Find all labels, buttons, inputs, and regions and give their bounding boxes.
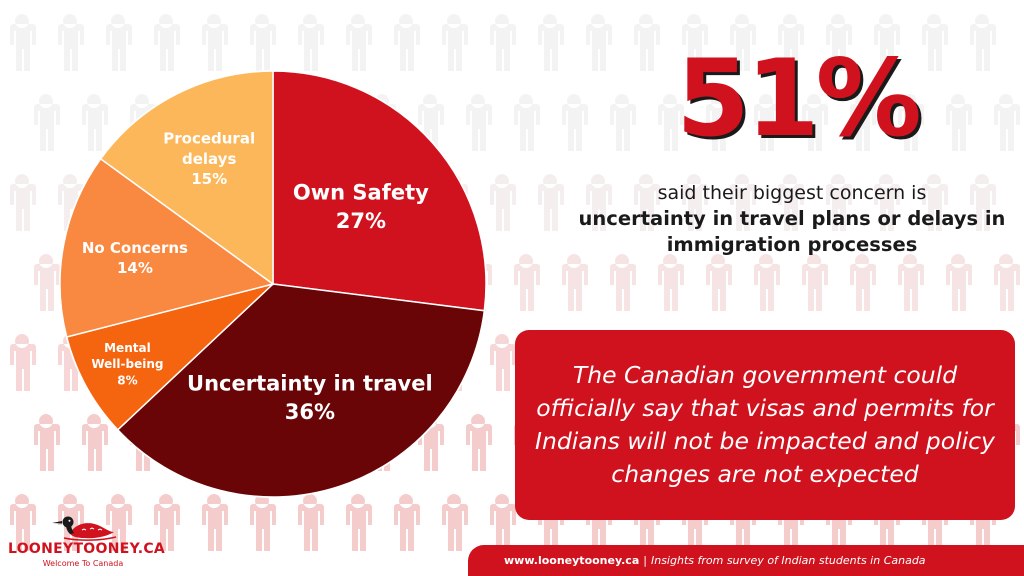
person-silhouette-icon <box>730 14 756 71</box>
person-silhouette-icon <box>490 174 516 231</box>
person-silhouette-icon <box>394 494 420 551</box>
person-silhouette-icon <box>874 14 900 71</box>
person-silhouette-icon <box>82 94 108 151</box>
person-silhouette-icon <box>682 14 708 71</box>
loon-bird-icon <box>52 516 117 541</box>
person-silhouette-icon <box>514 254 540 311</box>
person-silhouette-icon <box>922 174 948 231</box>
quote-box: The Canadian government could officially… <box>515 330 1015 520</box>
person-silhouette-icon <box>298 14 324 71</box>
person-silhouette-icon <box>10 174 36 231</box>
person-silhouette-icon <box>202 494 228 551</box>
person-silhouette-icon <box>802 94 828 151</box>
person-silhouette-icon <box>10 334 36 391</box>
person-silhouette-icon <box>106 14 132 71</box>
person-silhouette-icon <box>946 94 972 151</box>
person-silhouette-icon <box>898 94 924 151</box>
footer-description: Insights from survey of Indian students … <box>650 554 926 567</box>
pie-label-mental-well-being: Mental Well-being 8% <box>91 341 163 387</box>
person-silhouette-icon <box>658 254 684 311</box>
footer-separator: | <box>643 554 647 567</box>
brand-logo[interactable]: LOONEYTOONEY.CA Welcome To Canada <box>8 508 166 572</box>
person-silhouette-icon <box>562 254 588 311</box>
person-silhouette-icon <box>586 174 612 231</box>
person-silhouette-icon <box>394 14 420 71</box>
headline-caption-line2: uncertainty in travel plans or delays in… <box>578 207 1006 256</box>
person-silhouette-icon <box>634 174 660 231</box>
person-silhouette-icon <box>586 14 612 71</box>
person-silhouette-icon <box>706 254 732 311</box>
person-silhouette-icon <box>826 14 852 71</box>
person-silhouette-icon <box>682 174 708 231</box>
person-silhouette-icon <box>658 94 684 151</box>
person-silhouette-icon <box>154 494 180 551</box>
person-silhouette-icon <box>10 14 36 71</box>
person-silhouette-icon <box>706 94 732 151</box>
pie-label-no-concerns: No Concerns 14% <box>82 239 188 277</box>
person-silhouette-icon <box>34 254 60 311</box>
person-silhouette-icon <box>538 14 564 71</box>
person-silhouette-icon <box>442 494 468 551</box>
person-silhouette-icon <box>346 14 372 71</box>
person-silhouette-icon <box>922 14 948 71</box>
person-silhouette-icon <box>994 254 1020 311</box>
person-silhouette-icon <box>778 14 804 71</box>
pie-label-uncertainty-in-travel: Uncertainty in travel 36% <box>187 372 433 424</box>
person-silhouette-icon <box>610 94 636 151</box>
person-silhouette-icon <box>994 94 1020 151</box>
person-silhouette-icon <box>202 14 228 71</box>
headline-caption: said their biggest concern is uncertaint… <box>572 182 1012 258</box>
person-silhouette-icon <box>874 174 900 231</box>
person-silhouette-icon <box>466 414 492 471</box>
person-silhouette-icon <box>850 254 876 311</box>
person-silhouette-icon <box>82 414 108 471</box>
person-silhouette-icon <box>634 14 660 71</box>
person-silhouette-icon <box>754 94 780 151</box>
person-silhouette-icon <box>850 94 876 151</box>
pie-label-procedural-delays: Procedural delays 15% <box>163 130 255 189</box>
brand-name: LOONEYTOONEY.CA <box>8 541 166 557</box>
person-silhouette-icon <box>898 254 924 311</box>
person-silhouette-icon <box>490 334 516 391</box>
person-silhouette-icon <box>154 14 180 71</box>
person-silhouette-icon <box>490 14 516 71</box>
pie-slice-mental-well-being <box>65 283 274 431</box>
person-silhouette-icon <box>826 174 852 231</box>
pie-slice-own-safety <box>272 70 487 312</box>
person-silhouette-icon <box>778 174 804 231</box>
person-silhouette-icon <box>442 14 468 71</box>
person-silhouette-icon <box>946 254 972 311</box>
person-silhouette-icon <box>298 494 324 551</box>
brand-tagline: Welcome To Canada <box>42 559 124 568</box>
person-silhouette-icon <box>514 94 540 151</box>
person-silhouette-icon <box>730 174 756 231</box>
person-silhouette-icon <box>58 14 84 71</box>
person-silhouette-icon <box>106 494 132 551</box>
person-silhouette-icon <box>34 414 60 471</box>
footer-url-link[interactable]: www.looneytooney.ca <box>504 554 640 567</box>
person-silhouette-icon <box>490 494 516 551</box>
pie-label-own-safety: Own Safety 27% <box>293 181 429 233</box>
person-silhouette-icon <box>250 14 276 71</box>
quote-text: The Canadian government could officially… <box>535 361 995 488</box>
person-silhouette-icon <box>562 94 588 151</box>
footer-bar: www.looneytooney.ca | Insights from surv… <box>468 545 1024 576</box>
person-silhouette-icon <box>754 254 780 311</box>
person-silhouette-icon <box>802 254 828 311</box>
person-silhouette-icon <box>250 494 276 551</box>
person-silhouette-icon <box>10 494 36 551</box>
person-silhouette-icon <box>610 254 636 311</box>
person-silhouette-icon <box>970 174 996 231</box>
pie-slice-procedural-delays <box>99 70 274 286</box>
headline-stat: 51% <box>676 37 922 160</box>
person-silhouette-icon <box>538 174 564 231</box>
headline-caption-line1: said their biggest concern is <box>657 182 927 204</box>
pie-slice-no-concerns <box>59 157 275 338</box>
person-silhouette-icon <box>346 494 372 551</box>
person-silhouette-icon <box>970 14 996 71</box>
pie-slice-uncertainty-in-travel <box>116 283 486 498</box>
person-silhouette-icon <box>34 94 60 151</box>
person-silhouette-icon <box>466 94 492 151</box>
